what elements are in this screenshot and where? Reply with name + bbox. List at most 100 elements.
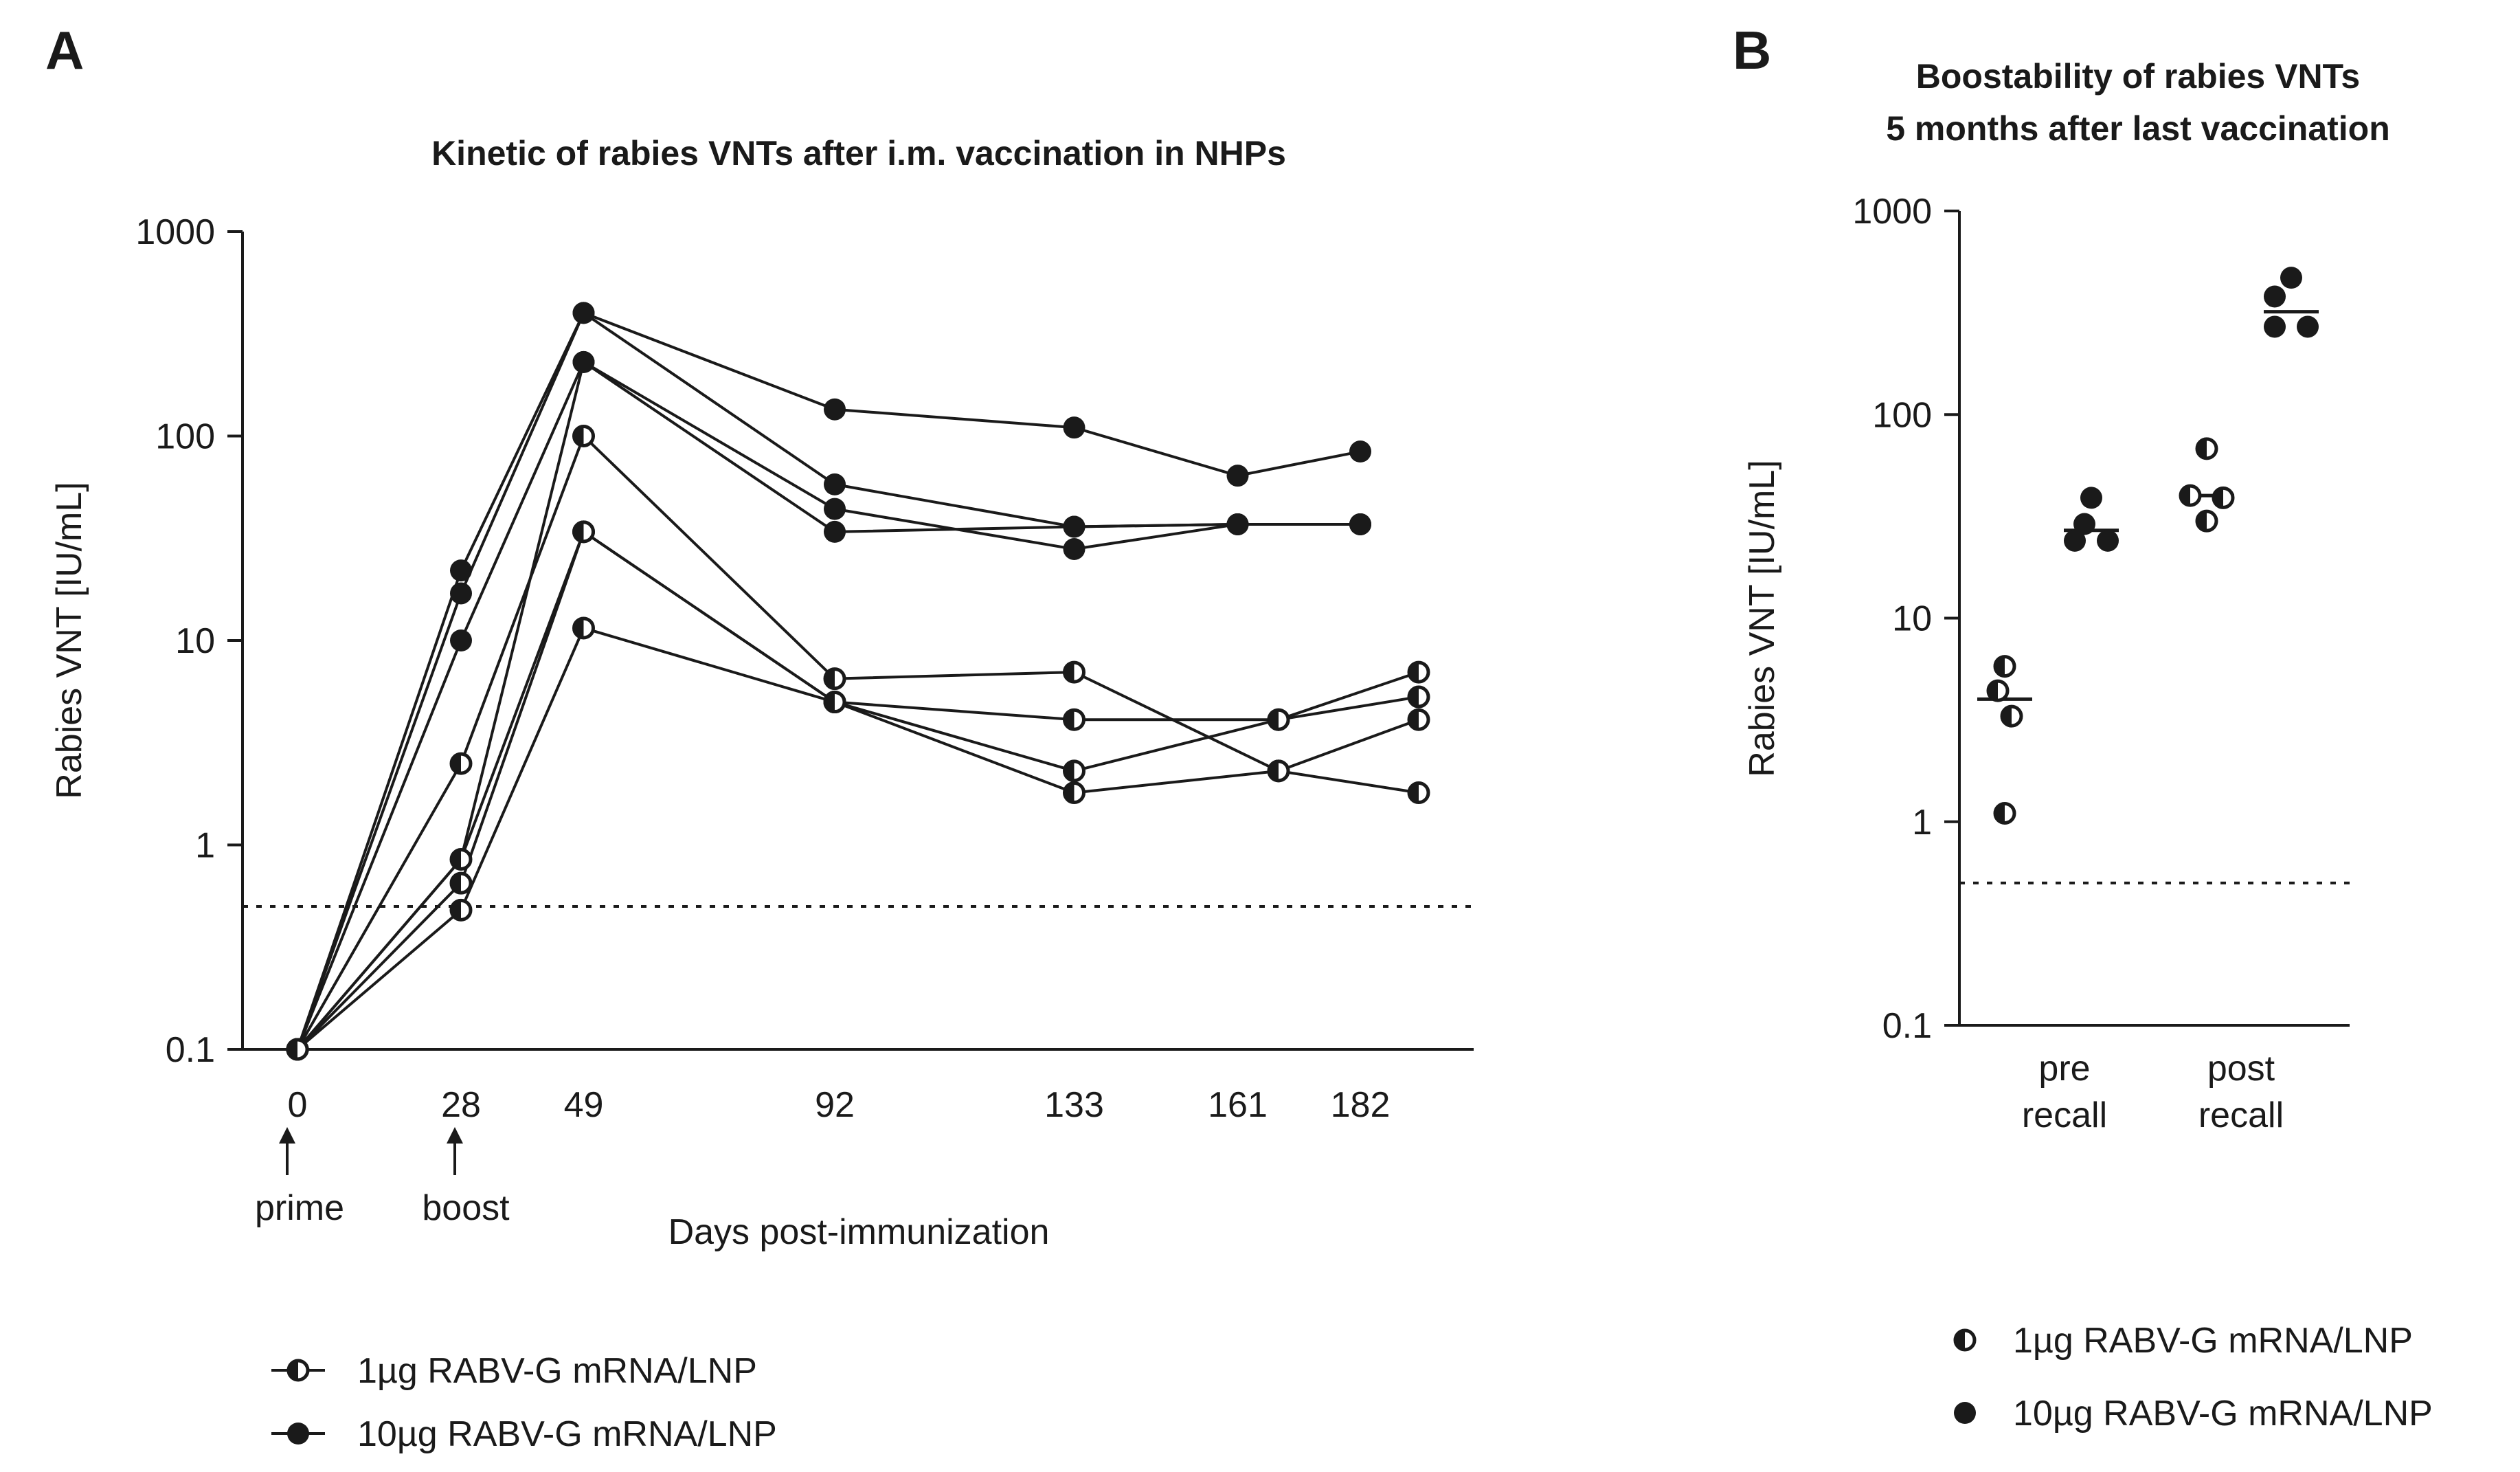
data-point-series-7-6 — [1407, 685, 1430, 709]
data-point-1-2-1 — [2179, 484, 2202, 507]
filled-circle-icon — [1954, 1402, 1976, 1424]
data-point-series-8-3 — [823, 691, 846, 714]
panel-a-title: Kinetic of rabies VNTs after i.m. vaccin… — [431, 134, 1286, 172]
x-tick-label-92: 92 — [815, 1085, 855, 1125]
category-label-2-line-1: post — [2207, 1049, 2275, 1089]
boost-annotation: boost — [422, 1127, 510, 1228]
panel-a-y-axis-label: Rabies VNT [IU/mL] — [49, 482, 89, 799]
x-tick-label-133: 133 — [1044, 1085, 1104, 1125]
prime-label: prime — [255, 1188, 344, 1228]
panel-b-title-line-2: 5 months after last vaccination — [1886, 109, 2390, 148]
y-tick-label-10: 10 — [175, 621, 215, 661]
y-tick-label-0.1: 0.1 — [166, 1030, 215, 1070]
data-point-1-1-3 — [1993, 801, 2016, 825]
prime-annotation: prime — [255, 1127, 344, 1228]
data-point-series-4-5 — [1226, 513, 1249, 535]
data-point-2-1-0 — [2080, 487, 2102, 509]
panel-b-title-line-1: Boostability of rabies VNTs — [1916, 57, 2360, 96]
data-point-series-7-4 — [1063, 708, 1085, 731]
prime-arrow-icon — [279, 1127, 295, 1144]
data-point-1-1-2 — [2000, 704, 2023, 728]
data-point-series-3-3 — [824, 498, 846, 520]
y-tick-label-0.1: 0.1 — [1882, 1006, 1932, 1046]
x-tick-label-49: 49 — [564, 1085, 604, 1125]
data-point-1-1-0 — [1993, 655, 2016, 678]
y-tick-label-100: 100 — [1872, 395, 1932, 435]
data-point-2-1-3 — [2097, 529, 2119, 552]
boost-arrow-icon — [447, 1127, 463, 1144]
series-line-7 — [296, 529, 1419, 1051]
legend-label-1ug: 1µg RABV-G mRNA/LNP — [357, 1351, 757, 1391]
data-point-series-7-1 — [449, 871, 473, 895]
panel-b-letter: B — [1733, 20, 1771, 80]
y-tick-label-1000: 1000 — [135, 212, 215, 252]
data-point-series-7-5 — [1267, 708, 1290, 731]
category-label-2-line-2: recall — [2198, 1095, 2284, 1135]
y-tick-label-1: 1 — [1912, 803, 1932, 843]
data-point-series-6-6 — [1407, 660, 1430, 684]
filled-circle-icon — [287, 1423, 309, 1445]
data-point-series-5-1 — [449, 752, 473, 775]
half-filled-circle-icon — [286, 1359, 310, 1382]
data-point-2-2-0 — [2280, 267, 2302, 289]
data-point-series-8-6 — [1407, 708, 1430, 731]
data-point-1-2-0 — [2195, 437, 2218, 460]
y-tick-label-1000: 1000 — [1852, 192, 1932, 232]
panel-a: A Kinetic of rabies VNTs after i.m. vacc… — [45, 20, 1474, 1454]
legend-label-1ug: 1µg RABV-G mRNA/LNP — [2013, 1321, 2413, 1361]
data-point-series-4-6 — [1349, 513, 1371, 535]
data-point-2-1-2 — [2064, 529, 2086, 552]
data-point-series-8-0 — [286, 1038, 309, 1061]
data-point-series-6-4 — [1063, 759, 1085, 783]
data-point-series-4-4 — [1063, 515, 1085, 538]
panel-b-y-axis-label: Rabies VNT [IU/mL] — [1742, 460, 1782, 777]
data-point-1-2-3 — [2195, 509, 2218, 533]
data-point-series-1-1 — [450, 559, 472, 582]
data-point-1-1-1 — [1986, 679, 2010, 702]
panel-a-legend-item-10ug: 10µg RABV-G mRNA/LNP — [271, 1414, 777, 1454]
panel-a-series — [286, 302, 1430, 1061]
panel-b-legend-item-10ug: 10µg RABV-G mRNA/LNP — [1954, 1394, 2433, 1434]
data-point-series-8-2 — [572, 616, 595, 640]
data-point-series-3-1 — [450, 629, 472, 651]
data-point-series-1-5 — [1226, 465, 1249, 487]
data-point-series-8-4 — [1063, 781, 1085, 805]
y-tick-label-10: 10 — [1892, 599, 1932, 639]
panel-a-axes: 0.1 1 10 100 1000 0 28 49 92 133 161 182 — [135, 212, 1474, 1125]
panel-b-x-ticks: pre recall post recall — [2022, 1049, 2284, 1135]
data-point-2-2-3 — [2297, 315, 2319, 338]
x-tick-label-161: 161 — [1208, 1085, 1268, 1125]
panel-b-points — [1977, 267, 2319, 825]
y-tick-label-100: 100 — [155, 417, 215, 457]
data-point-2-1-1 — [2073, 513, 2095, 535]
panel-b-axes: 0.1 1 10 100 1000 pre recall post recall — [1852, 192, 2350, 1135]
panel-b-legend: 1µg RABV-G mRNA/LNP 10µg RABV-G mRNA/LNP — [1953, 1321, 2433, 1434]
data-point-series-2-1 — [450, 582, 472, 605]
data-point-series-5-4 — [1063, 660, 1085, 684]
panel-b: B Boostability of rabies VNTs 5 months a… — [1733, 20, 2433, 1434]
x-tick-label-182: 182 — [1331, 1085, 1391, 1125]
data-point-series-1-6 — [1349, 441, 1371, 463]
data-point-series-1-3 — [824, 398, 846, 421]
data-point-series-5-3 — [823, 667, 846, 691]
data-point-series-4-3 — [824, 520, 846, 543]
y-tick-label-1: 1 — [195, 826, 215, 866]
panel-a-x-ticks: 0 28 49 92 133 161 182 — [288, 1085, 1391, 1125]
panel-a-legend: 1µg RABV-G mRNA/LNP 10µg RABV-G mRNA/LNP — [271, 1351, 777, 1454]
series-line-6 — [296, 529, 1419, 1051]
category-label-1-line-2: recall — [2022, 1095, 2107, 1135]
data-point-series-1-4 — [1063, 416, 1085, 439]
panel-b-legend-item-1ug: 1µg RABV-G mRNA/LNP — [1953, 1321, 2413, 1361]
legend-label-10ug: 10µg RABV-G mRNA/LNP — [2013, 1394, 2433, 1434]
data-point-series-6-1 — [449, 847, 473, 871]
boost-label: boost — [422, 1188, 510, 1228]
data-point-series-5-6 — [1407, 781, 1430, 805]
data-point-2-2-2 — [2264, 315, 2286, 338]
data-point-series-5-2 — [572, 425, 595, 447]
x-tick-label-28: 28 — [441, 1085, 481, 1125]
panel-b-y-ticks: 0.1 1 10 100 1000 — [1852, 192, 1959, 1046]
half-filled-circle-icon — [1953, 1328, 1977, 1352]
data-point-series-4-2 — [572, 350, 595, 373]
data-point-series-2-2 — [572, 302, 595, 324]
